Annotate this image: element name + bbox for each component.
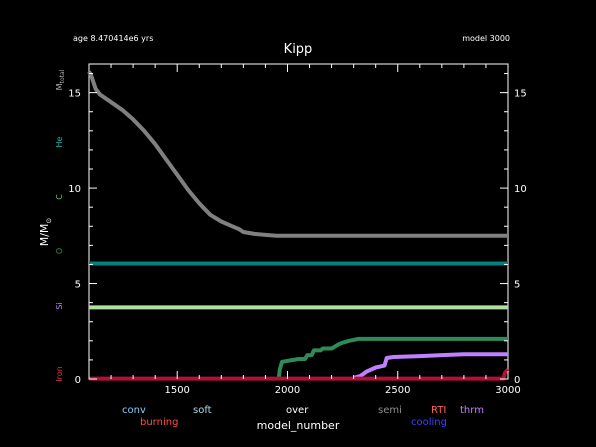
side-label-o: O <box>55 248 64 254</box>
x-tick-label: 2000 <box>275 385 300 396</box>
legend-over: over <box>286 405 309 416</box>
y-tick-label: 5 <box>75 280 81 291</box>
side-label-iron: Iron <box>55 366 64 381</box>
legend-thrm: thrm <box>460 405 484 416</box>
legend-soft: soft <box>193 405 212 416</box>
side-label-si: Si <box>55 302 64 309</box>
legend-semi: semi <box>378 405 402 416</box>
side-label-main: O <box>55 248 64 254</box>
legend-conv: conv <box>122 405 146 416</box>
side-label-main: Iron <box>55 366 64 381</box>
legend-cooling: cooling <box>411 417 447 428</box>
x-axis-label: model_number <box>257 419 340 432</box>
side-label-he: He <box>55 136 64 147</box>
side-label-main: C <box>55 194 64 200</box>
y-tick-label-right: 0 <box>514 375 520 386</box>
x-tick-label: 3000 <box>495 385 520 396</box>
chart-title: Kipp <box>284 42 313 57</box>
y-tick-label: 10 <box>68 184 81 195</box>
age-text: age 8.470414e6 yrs <box>73 34 153 43</box>
y-axis-label-main: M/M <box>38 224 51 247</box>
legend-rti: RTI <box>431 405 446 416</box>
side-label-sub: total <box>59 69 66 83</box>
y-tick-label-right: 10 <box>514 184 527 195</box>
y-tick-label: 15 <box>68 89 81 100</box>
side-label-c: C <box>55 194 64 200</box>
side-label-text: Si <box>55 302 64 309</box>
y-tick-label-right: 5 <box>514 280 520 291</box>
side-label-main: Si <box>55 302 64 309</box>
y-tick-label: 0 <box>75 375 81 386</box>
legend-burning: burning <box>140 417 178 428</box>
y-tick-label-right: 15 <box>514 89 527 100</box>
model-text: model 3000 <box>462 34 510 43</box>
x-tick-label: 2500 <box>385 385 410 396</box>
side-label-main: He <box>55 136 64 147</box>
side-label-text: Iron <box>55 366 64 381</box>
side-label-text: O <box>55 248 64 254</box>
side-label-text: C <box>55 194 64 200</box>
x-tick-label: 1500 <box>164 385 189 396</box>
side-label-text: He <box>55 136 64 147</box>
y-axis-label-sub: ⊙ <box>45 218 53 224</box>
